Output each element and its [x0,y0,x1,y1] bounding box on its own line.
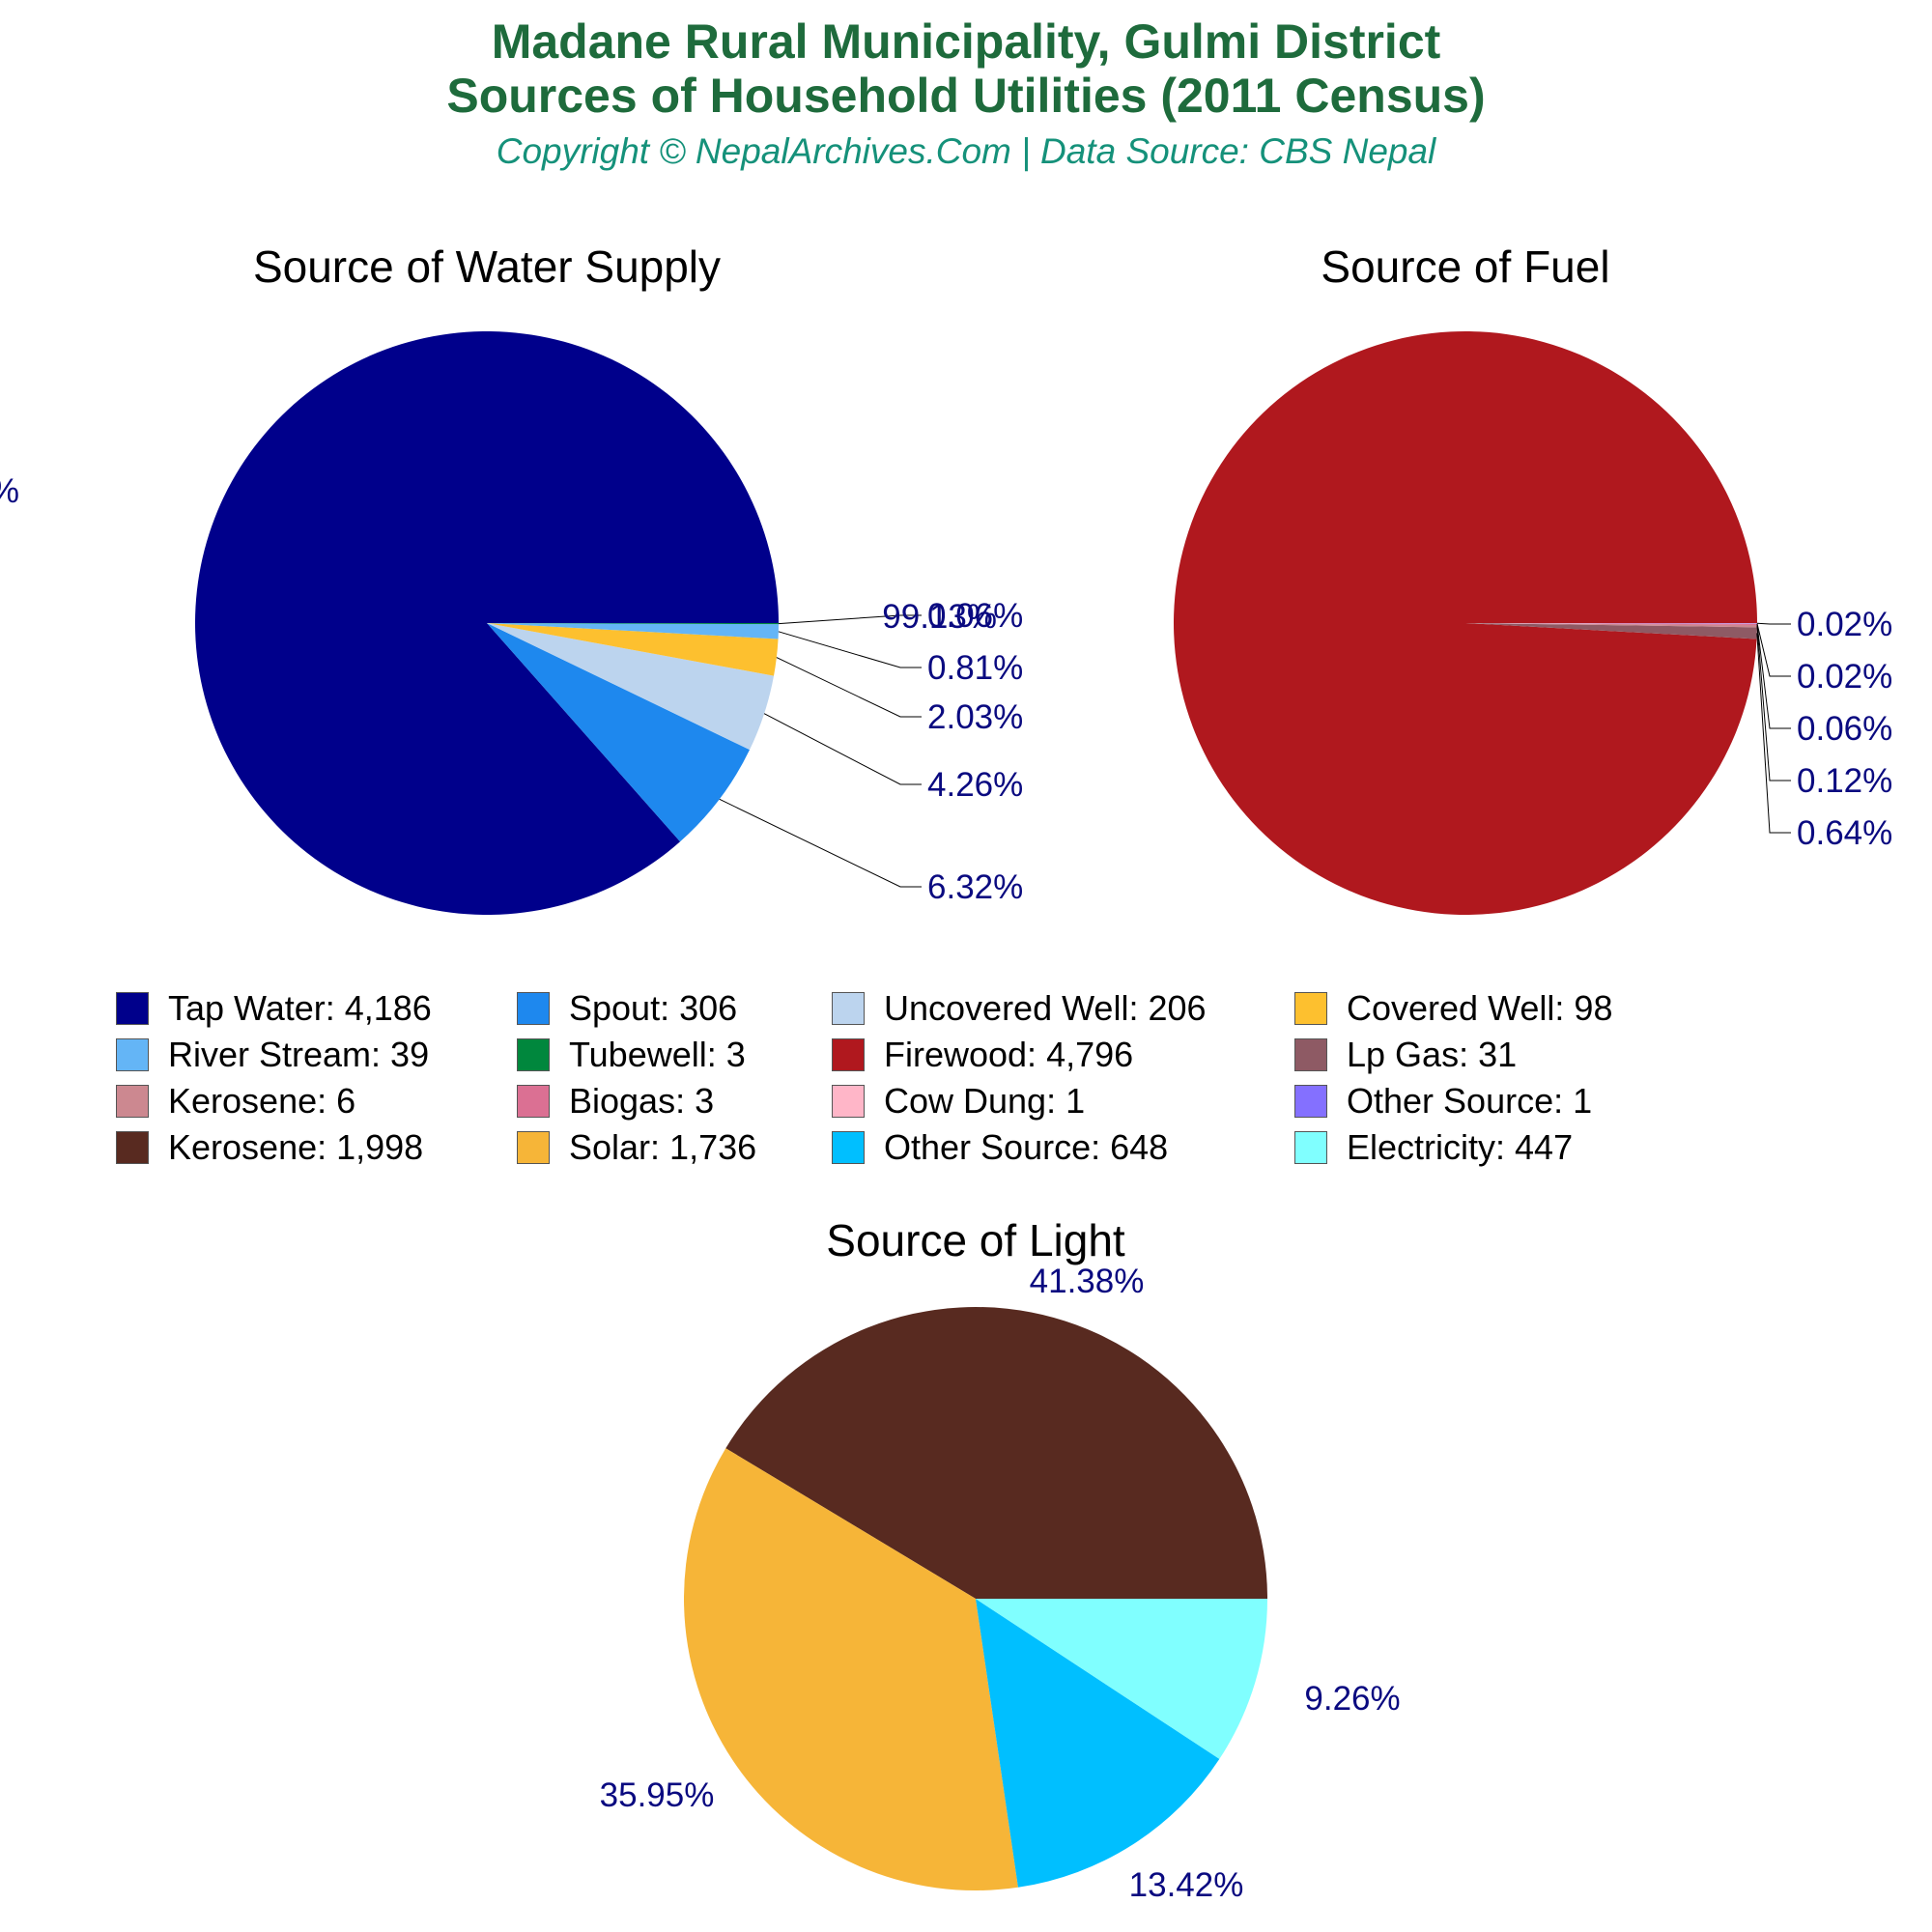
pie-slice [1465,623,1757,628]
legend-item: Tap Water: 4,186 [116,987,432,1030]
legend-item: Other Source: 1 [1294,1080,1592,1122]
pie-slice [1465,623,1757,625]
legend-item: Firewood: 4,796 [832,1034,1133,1076]
legend-item: Lp Gas: 31 [1294,1034,1517,1076]
main-title-line-2: Sources of Household Utilities (2011 Cen… [446,69,1486,123]
slice-percent-label: 13.42% [1129,1866,1244,1904]
legend-label: Tap Water: 4,186 [168,988,432,1028]
pie-slice [683,1448,1018,1891]
legend-swatch [517,1085,550,1118]
legend-label: Electricity: 447 [1347,1127,1574,1167]
leader-line [1756,633,1791,834]
leader-line [1756,623,1791,677]
leader-line [1756,626,1791,781]
pie-slice [487,623,779,625]
legend-label: Lp Gas: 31 [1347,1035,1518,1074]
legend-item: Kerosene: 1,998 [116,1126,423,1169]
legend-label: Kerosene: 1,998 [168,1127,424,1167]
pie-slice [487,623,775,751]
leader-line [1756,622,1791,625]
slice-percent-label: 4.26% [927,766,1023,804]
leader-line [776,657,922,718]
leader-line [1756,624,1791,729]
legend-swatch [832,1131,865,1164]
pie-slice [1465,623,1757,624]
pie-slice [487,623,751,842]
slice-percent-label: 35.95% [600,1776,715,1814]
legend-label: Firewood: 4,796 [884,1035,1134,1074]
legend-swatch [832,1085,865,1118]
legend-label: Biogas: 3 [569,1081,715,1121]
pie-slice [487,623,779,639]
slice-percent-label: 0.06% [927,597,1023,635]
legend-label: Kerosene: 6 [168,1081,356,1121]
legend-label: Other Source: 1 [1347,1081,1593,1121]
legend-item: Covered Well: 98 [1294,987,1612,1030]
legend-item: Tubewell: 3 [517,1034,746,1076]
main-title-line-1: Madane Rural Municipality, Gulmi Distric… [491,14,1441,69]
legend-swatch [517,1038,550,1071]
pie-slice [487,623,779,676]
pie-slice [976,1599,1220,1888]
legend-label: Cow Dung: 1 [884,1081,1086,1121]
legend-label: Tubewell: 3 [569,1035,746,1074]
slice-percent-label: 0.12% [1797,762,1892,800]
legend-swatch [1294,992,1327,1025]
legend-label: Other Source: 648 [884,1127,1169,1167]
legend-swatch [116,992,149,1025]
leader-line [763,713,922,785]
pie-slice [976,1599,1267,1759]
pie-slice [1465,623,1757,639]
slice-percent-label: 6.32% [927,868,1023,906]
legend-label: River Stream: 39 [168,1035,430,1074]
pie-title: Source of Light [826,1215,1125,1265]
legend-item: River Stream: 39 [116,1034,429,1076]
slice-percent-label: 0.64% [1797,814,1892,852]
slice-percent-label: 0.02% [1797,658,1892,696]
legend-swatch [116,1085,149,1118]
leader-line [778,631,922,668]
leader-line [719,798,922,888]
legend-label: Covered Well: 98 [1347,988,1613,1028]
legend-label: Spout: 306 [569,988,738,1028]
legend-item: Uncovered Well: 206 [832,987,1207,1030]
legend-item: Biogas: 3 [517,1080,714,1122]
slice-percent-label: 86.52% [0,472,19,510]
legend-swatch [517,992,550,1025]
slice-percent-label: 0.06% [1797,710,1892,748]
copyright-subtitle: Copyright © NepalArchives.Com | Data Sou… [496,131,1436,171]
legend-item: Electricity: 447 [1294,1126,1573,1169]
slice-percent-label: 2.03% [927,698,1023,736]
pie-slice [725,1307,1267,1599]
legend-swatch [1294,1038,1327,1071]
legend-item: Solar: 1,736 [517,1126,756,1169]
legend-swatch [116,1131,149,1164]
pie-chart-1: Source of Water Supply 86.52% 6.32% 4.26% 2.… [0,242,1023,915]
slice-percent-label: 0.81% [927,649,1023,687]
legend-label: Uncovered Well: 206 [884,988,1207,1028]
slice-percent-label: 0.02% [1797,606,1892,643]
legend-swatch [1294,1131,1327,1164]
pie-title: Source of Fuel [1321,242,1609,292]
slice-percent-label: 9.26% [1304,1680,1400,1718]
leader-line [778,614,922,625]
pie-slice [1174,331,1757,916]
legend-swatch [832,992,865,1025]
pie-title: Source of Water Supply [253,242,721,292]
legend-item: Cow Dung: 1 [832,1080,1085,1122]
slice-percent-label: 99.13% [882,598,997,636]
legend-swatch [116,1038,149,1071]
legend-label: Solar: 1,736 [569,1127,757,1167]
pie-chart-2: Source of Fuel 99.13% 0.64% 0.12% 0.06% 0.02%… [882,242,1892,916]
legend-item: Kerosene: 6 [116,1080,355,1122]
legend-item: Spout: 306 [517,987,737,1030]
legend-swatch [517,1131,550,1164]
legend-item: Other Source: 648 [832,1126,1168,1169]
slice-percent-label: 41.38% [1030,1263,1145,1300]
legend-swatch [832,1038,865,1071]
legend-swatch [1294,1085,1327,1118]
